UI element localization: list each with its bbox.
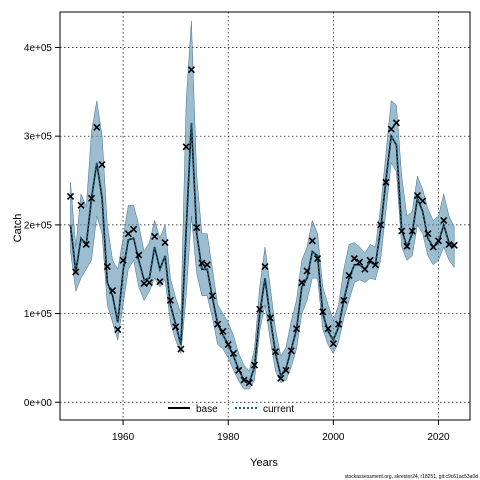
observed-point <box>119 256 127 264</box>
observed-point <box>345 271 353 279</box>
observed-point <box>130 225 138 233</box>
observed-point <box>235 366 243 374</box>
observed-point <box>429 243 437 251</box>
observed-point <box>182 143 190 151</box>
observed-point <box>303 267 311 275</box>
series-lines <box>69 122 455 385</box>
observed-point <box>271 348 280 356</box>
observed-point <box>340 296 348 304</box>
observed-point <box>413 192 422 200</box>
observed-point <box>398 227 406 235</box>
observed-point <box>193 223 201 232</box>
observed-point <box>335 320 343 328</box>
observed-point <box>98 160 106 169</box>
observed-point <box>187 66 195 74</box>
legend-current-label: current <box>263 404 294 415</box>
observed-point <box>371 261 379 269</box>
observed-point <box>93 123 101 131</box>
observed-point <box>287 347 295 355</box>
observed-point <box>135 251 143 259</box>
observed-point <box>324 325 332 333</box>
observed-point <box>361 265 369 273</box>
x-tick-label: 1980 <box>217 432 240 443</box>
observed-point <box>250 361 259 369</box>
observed-point <box>319 308 327 316</box>
observed-point <box>277 374 285 382</box>
y-tick-label: 3e+05 <box>24 132 53 143</box>
observed-point <box>282 366 290 374</box>
legend: base current <box>168 404 294 415</box>
x-tick-label: 2000 <box>322 432 345 443</box>
observed-point <box>82 240 90 248</box>
footer-text: stockassessment.org, skrestor24, r18251,… <box>345 474 479 480</box>
x-tick-label: 2020 <box>427 432 450 443</box>
y-axis-title: Catch <box>12 214 24 243</box>
observed-point <box>403 242 411 250</box>
observed-point <box>419 197 427 205</box>
confidence-band <box>70 20 455 390</box>
observed-point <box>408 227 416 235</box>
observed-point <box>356 258 364 266</box>
observed-point <box>140 279 148 287</box>
observed-point <box>308 237 316 245</box>
observed-points <box>66 66 458 387</box>
observed-point <box>87 194 96 202</box>
observed-point <box>203 261 211 269</box>
confidence-band-area <box>70 20 455 390</box>
observed-point <box>245 379 253 387</box>
observed-point <box>77 201 85 209</box>
observed-point <box>240 376 248 384</box>
observed-point <box>208 292 217 300</box>
observed-point <box>103 262 111 271</box>
observed-point <box>161 239 169 247</box>
observed-point <box>261 262 269 271</box>
observed-point <box>298 278 306 287</box>
observed-point <box>424 230 432 238</box>
observed-point <box>108 286 117 295</box>
x-axis-title: Years <box>250 457 278 469</box>
observed-point <box>151 232 159 240</box>
observed-point <box>350 255 358 263</box>
observed-point <box>292 325 301 333</box>
observed-point <box>440 216 448 225</box>
observed-point <box>224 341 232 349</box>
observed-point <box>313 255 322 263</box>
observed-point <box>256 305 264 313</box>
observed-point <box>377 221 385 229</box>
observed-point <box>392 119 400 127</box>
x-tick-label: 1960 <box>112 432 135 443</box>
x-axis: 1960 1980 2000 2020 <box>112 420 450 443</box>
observed-point <box>177 345 185 353</box>
y-tick-label: 2e+05 <box>24 220 53 231</box>
observed-point <box>382 178 390 186</box>
plot-frame <box>59 11 471 421</box>
observed-point <box>156 278 164 286</box>
observed-point <box>266 314 274 322</box>
observed-point <box>329 340 337 348</box>
y-tick-label: 4e+05 <box>24 43 53 54</box>
legend-base-label: base <box>196 404 218 415</box>
series-line-base <box>69 122 455 384</box>
observed-point <box>72 268 80 276</box>
observed-point <box>229 349 238 358</box>
observed-point <box>434 237 443 245</box>
observed-point <box>145 278 153 287</box>
observed-point <box>445 240 453 248</box>
observed-point <box>387 125 395 133</box>
observed-point <box>450 241 458 249</box>
observed-point <box>114 325 122 334</box>
observed-point <box>66 192 75 201</box>
y-axis: 0e+00 1e+05 2e+05 3e+05 4e+05 <box>24 43 60 409</box>
y-tick-label: 0e+00 <box>24 398 53 409</box>
observed-point <box>172 323 180 331</box>
observed-point <box>166 296 174 304</box>
observed-point <box>219 327 227 335</box>
observed-point <box>214 320 222 328</box>
observed-point <box>198 259 206 267</box>
y-tick-label: 1e+05 <box>24 309 53 320</box>
